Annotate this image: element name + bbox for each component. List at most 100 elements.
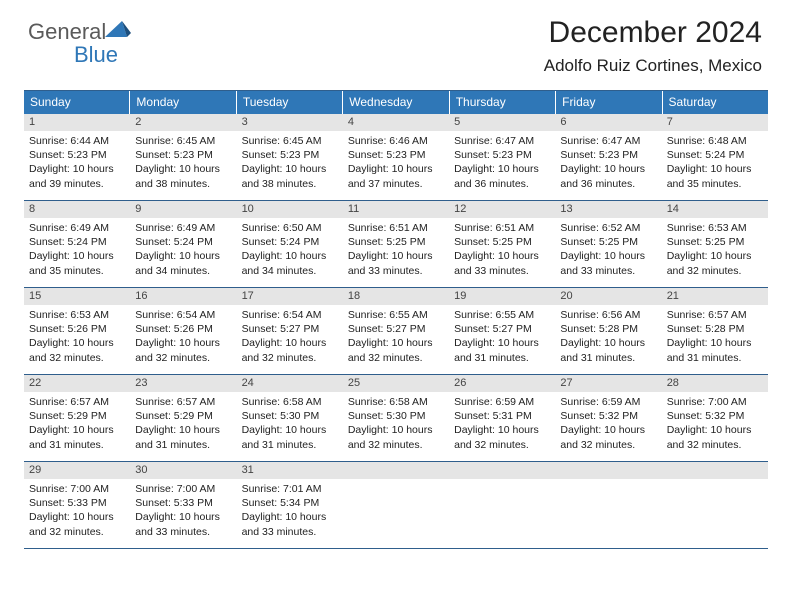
sunset-line: Sunset: 5:29 PM	[135, 409, 231, 423]
sunset-line: Sunset: 5:30 PM	[242, 409, 338, 423]
day-number: 15	[24, 288, 130, 305]
day-body: Sunrise: 6:45 AMSunset: 5:23 PMDaylight:…	[237, 131, 343, 195]
daylight-line: Daylight: 10 hours and 32 minutes.	[29, 510, 125, 538]
sunset-line: Sunset: 5:25 PM	[667, 235, 763, 249]
sunrise-line: Sunrise: 6:54 AM	[135, 308, 231, 322]
calendar-day: 31Sunrise: 7:01 AMSunset: 5:34 PMDayligh…	[237, 462, 343, 548]
day-body: Sunrise: 6:58 AMSunset: 5:30 PMDaylight:…	[237, 392, 343, 456]
page-title: December 2024	[549, 16, 762, 50]
calendar: SundayMondayTuesdayWednesdayThursdayFrid…	[24, 90, 768, 549]
day-body	[662, 479, 768, 539]
weekday-header: Friday	[556, 91, 662, 114]
daylight-line: Daylight: 10 hours and 31 minutes.	[242, 423, 338, 451]
day-body: Sunrise: 6:49 AMSunset: 5:24 PMDaylight:…	[130, 218, 236, 282]
day-number	[555, 462, 661, 479]
daylight-line: Daylight: 10 hours and 31 minutes.	[29, 423, 125, 451]
day-number: 24	[237, 375, 343, 392]
calendar-day: 26Sunrise: 6:59 AMSunset: 5:31 PMDayligh…	[449, 375, 555, 461]
weekday-header: Tuesday	[237, 91, 343, 114]
sunrise-line: Sunrise: 7:00 AM	[29, 482, 125, 496]
day-body: Sunrise: 6:45 AMSunset: 5:23 PMDaylight:…	[130, 131, 236, 195]
sunset-line: Sunset: 5:24 PM	[29, 235, 125, 249]
day-body: Sunrise: 6:54 AMSunset: 5:27 PMDaylight:…	[237, 305, 343, 369]
sunrise-line: Sunrise: 6:58 AM	[242, 395, 338, 409]
day-body: Sunrise: 7:00 AMSunset: 5:33 PMDaylight:…	[130, 479, 236, 543]
daylight-line: Daylight: 10 hours and 34 minutes.	[242, 249, 338, 277]
day-body: Sunrise: 6:53 AMSunset: 5:25 PMDaylight:…	[662, 218, 768, 282]
sunrise-line: Sunrise: 6:59 AM	[560, 395, 656, 409]
calendar-day-empty	[555, 462, 661, 548]
day-number: 12	[449, 201, 555, 218]
day-number: 19	[449, 288, 555, 305]
sunrise-line: Sunrise: 6:59 AM	[454, 395, 550, 409]
calendar-week: 15Sunrise: 6:53 AMSunset: 5:26 PMDayligh…	[24, 288, 768, 375]
day-body: Sunrise: 6:58 AMSunset: 5:30 PMDaylight:…	[343, 392, 449, 456]
sunrise-line: Sunrise: 7:00 AM	[135, 482, 231, 496]
sunset-line: Sunset: 5:27 PM	[242, 322, 338, 336]
header: General Blue December 2024 Adolfo Ruiz C…	[24, 18, 768, 82]
daylight-line: Daylight: 10 hours and 35 minutes.	[667, 162, 763, 190]
day-body: Sunrise: 6:59 AMSunset: 5:32 PMDaylight:…	[555, 392, 661, 456]
day-number	[662, 462, 768, 479]
day-body	[555, 479, 661, 539]
day-body: Sunrise: 6:53 AMSunset: 5:26 PMDaylight:…	[24, 305, 130, 369]
calendar-day: 25Sunrise: 6:58 AMSunset: 5:30 PMDayligh…	[343, 375, 449, 461]
sunset-line: Sunset: 5:24 PM	[667, 148, 763, 162]
day-number: 16	[130, 288, 236, 305]
day-number: 27	[555, 375, 661, 392]
sunset-line: Sunset: 5:31 PM	[454, 409, 550, 423]
sunrise-line: Sunrise: 6:51 AM	[348, 221, 444, 235]
day-body: Sunrise: 6:57 AMSunset: 5:28 PMDaylight:…	[662, 305, 768, 369]
sunrise-line: Sunrise: 6:48 AM	[667, 134, 763, 148]
calendar-day: 5Sunrise: 6:47 AMSunset: 5:23 PMDaylight…	[449, 114, 555, 200]
sunrise-line: Sunrise: 6:49 AM	[29, 221, 125, 235]
sunrise-line: Sunrise: 6:50 AM	[242, 221, 338, 235]
sunset-line: Sunset: 5:25 PM	[348, 235, 444, 249]
calendar-day-empty	[343, 462, 449, 548]
sunset-line: Sunset: 5:26 PM	[29, 322, 125, 336]
sunrise-line: Sunrise: 6:51 AM	[454, 221, 550, 235]
calendar-day: 13Sunrise: 6:52 AMSunset: 5:25 PMDayligh…	[555, 201, 661, 287]
weekday-header: Monday	[130, 91, 236, 114]
day-number: 8	[24, 201, 130, 218]
sunset-line: Sunset: 5:24 PM	[242, 235, 338, 249]
day-number: 30	[130, 462, 236, 479]
daylight-line: Daylight: 10 hours and 33 minutes.	[348, 249, 444, 277]
daylight-line: Daylight: 10 hours and 36 minutes.	[560, 162, 656, 190]
sunrise-line: Sunrise: 6:54 AM	[242, 308, 338, 322]
day-body	[449, 479, 555, 539]
sunset-line: Sunset: 5:23 PM	[348, 148, 444, 162]
sunrise-line: Sunrise: 6:45 AM	[242, 134, 338, 148]
calendar-day: 9Sunrise: 6:49 AMSunset: 5:24 PMDaylight…	[130, 201, 236, 287]
day-body: Sunrise: 6:57 AMSunset: 5:29 PMDaylight:…	[24, 392, 130, 456]
calendar-day: 22Sunrise: 6:57 AMSunset: 5:29 PMDayligh…	[24, 375, 130, 461]
day-number: 3	[237, 114, 343, 131]
day-number: 14	[662, 201, 768, 218]
calendar-day: 10Sunrise: 6:50 AMSunset: 5:24 PMDayligh…	[237, 201, 343, 287]
daylight-line: Daylight: 10 hours and 32 minutes.	[348, 336, 444, 364]
weekday-header: Thursday	[450, 91, 556, 114]
daylight-line: Daylight: 10 hours and 32 minutes.	[348, 423, 444, 451]
calendar-day-empty	[449, 462, 555, 548]
brand-logo: General Blue	[28, 20, 118, 66]
calendar-day: 3Sunrise: 6:45 AMSunset: 5:23 PMDaylight…	[237, 114, 343, 200]
day-body: Sunrise: 6:50 AMSunset: 5:24 PMDaylight:…	[237, 218, 343, 282]
sunset-line: Sunset: 5:34 PM	[242, 496, 338, 510]
weekday-header: Wednesday	[343, 91, 449, 114]
daylight-line: Daylight: 10 hours and 36 minutes.	[454, 162, 550, 190]
weekday-header: Sunday	[24, 91, 130, 114]
daylight-line: Daylight: 10 hours and 33 minutes.	[135, 510, 231, 538]
day-body: Sunrise: 6:49 AMSunset: 5:24 PMDaylight:…	[24, 218, 130, 282]
calendar-day: 1Sunrise: 6:44 AMSunset: 5:23 PMDaylight…	[24, 114, 130, 200]
daylight-line: Daylight: 10 hours and 31 minutes.	[135, 423, 231, 451]
sunset-line: Sunset: 5:23 PM	[560, 148, 656, 162]
sunrise-line: Sunrise: 6:47 AM	[454, 134, 550, 148]
day-number: 4	[343, 114, 449, 131]
day-body: Sunrise: 6:47 AMSunset: 5:23 PMDaylight:…	[555, 131, 661, 195]
day-body: Sunrise: 6:55 AMSunset: 5:27 PMDaylight:…	[449, 305, 555, 369]
weekday-header: Saturday	[663, 91, 768, 114]
daylight-line: Daylight: 10 hours and 32 minutes.	[29, 336, 125, 364]
sunrise-line: Sunrise: 6:56 AM	[560, 308, 656, 322]
daylight-line: Daylight: 10 hours and 38 minutes.	[242, 162, 338, 190]
day-number: 17	[237, 288, 343, 305]
